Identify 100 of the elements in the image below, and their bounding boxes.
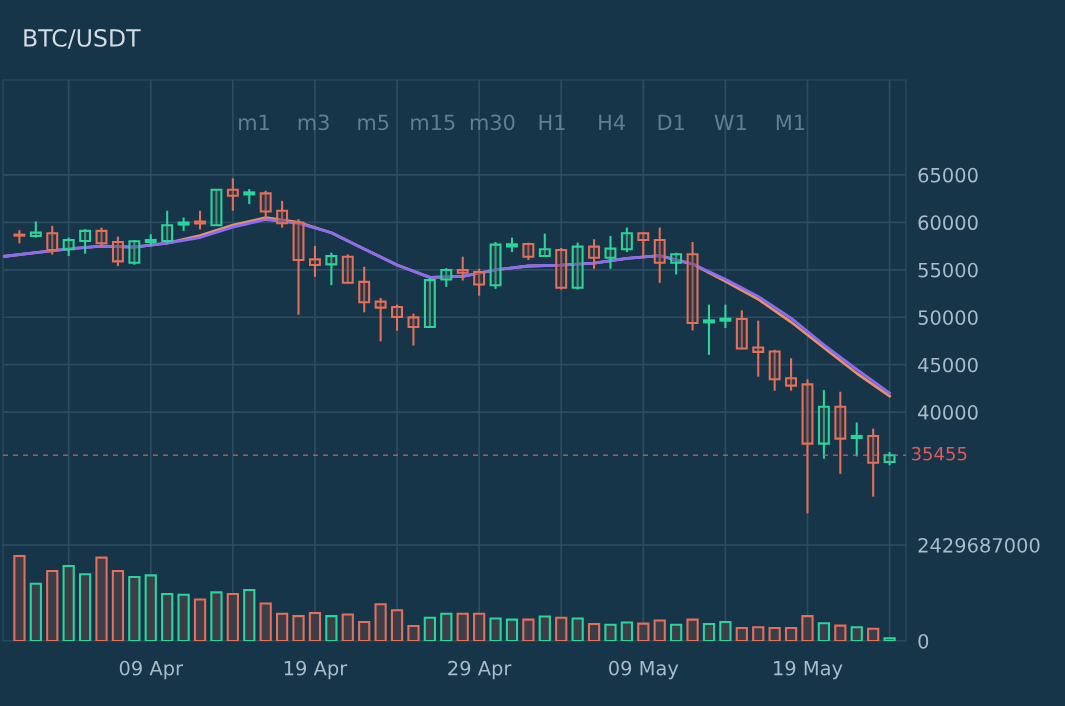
- candlestick: [423, 276, 436, 330]
- candlestick: [653, 226, 666, 284]
- bar: [670, 623, 683, 641]
- candlestick: [604, 234, 617, 270]
- bar: [505, 618, 519, 641]
- candlestick: [177, 216, 190, 232]
- bar: [456, 612, 469, 641]
- candlestick: [62, 236, 75, 258]
- candlestick: [391, 303, 403, 332]
- bar: [243, 588, 256, 641]
- candlestick: [79, 228, 92, 255]
- annotation: M1: [776, 114, 805, 130]
- candlestick: [506, 236, 518, 254]
- candlestick: [489, 240, 502, 290]
- bar: [128, 575, 141, 641]
- candlestick: [883, 450, 896, 467]
- bar: [111, 570, 125, 641]
- bar: [571, 617, 584, 641]
- candlestick: [13, 229, 26, 245]
- annotation: W1: [714, 114, 746, 130]
- candlestick: [243, 188, 256, 206]
- bar: [817, 622, 831, 641]
- bar: [78, 573, 92, 641]
- x-tick-label: 09 Apr: [119, 660, 184, 680]
- x-tick-label: 09 May: [609, 660, 679, 680]
- bar: [374, 603, 387, 641]
- y-tick-label: 45000: [918, 357, 978, 373]
- candlestick: [703, 303, 715, 356]
- candlestick: [867, 427, 880, 498]
- bar: [210, 591, 223, 641]
- y-tick-label: 40000: [918, 405, 978, 420]
- bar: [686, 618, 699, 641]
- bar: [768, 626, 781, 641]
- annotation: m15: [411, 114, 455, 131]
- bar: [259, 602, 272, 641]
- bar: [653, 619, 666, 641]
- bar: [407, 624, 420, 641]
- candlestick: [29, 220, 42, 239]
- candlestick: [752, 319, 765, 378]
- candlestick: [785, 357, 798, 392]
- bar: [341, 613, 354, 641]
- candlestick: [407, 312, 420, 347]
- candlestick: [620, 226, 633, 254]
- bar: [161, 592, 174, 641]
- x-tick-label: 29 Apr: [448, 660, 512, 680]
- y-tick-label: 65000: [918, 167, 978, 183]
- candlestick: [292, 218, 305, 316]
- annotation: m5: [358, 114, 389, 131]
- candlestick: [95, 226, 108, 248]
- candlestick: [210, 188, 223, 227]
- candlestick: [374, 296, 387, 343]
- bar: [144, 574, 157, 641]
- bar: [784, 626, 798, 641]
- candlestick: [637, 231, 650, 259]
- x-tick-label: 19 May: [774, 660, 843, 680]
- bar: [423, 616, 436, 641]
- ref-line-label: 35455: [911, 446, 967, 461]
- candlestick: [128, 238, 141, 266]
- bar: [308, 611, 322, 641]
- candlestick: [325, 251, 338, 287]
- bar: [325, 615, 338, 641]
- candlestick: [308, 244, 321, 278]
- candlestick: [226, 177, 239, 212]
- candlestick: [522, 241, 535, 262]
- candlestick: [719, 303, 732, 330]
- bar: [867, 627, 880, 641]
- bar: [587, 622, 601, 641]
- bar: [489, 617, 502, 641]
- bar: [735, 626, 748, 641]
- bar: [620, 621, 634, 641]
- y-tick-label: 0: [918, 633, 929, 649]
- bar: [752, 626, 765, 641]
- bar: [29, 582, 42, 641]
- candlestick: [276, 199, 289, 229]
- candlestick: [538, 232, 551, 258]
- bar: [358, 620, 371, 641]
- candlestick: [686, 240, 699, 332]
- bar: [95, 556, 108, 641]
- bar: [637, 622, 650, 641]
- bar: [62, 564, 75, 641]
- candlestick: [768, 348, 781, 392]
- candlestick: [341, 253, 354, 285]
- bar: [801, 615, 814, 641]
- candlestick: [588, 238, 601, 270]
- candlestick: [571, 241, 584, 291]
- bar: [604, 623, 617, 641]
- candlestick: [46, 224, 59, 256]
- bar: [883, 637, 896, 641]
- bar: [555, 616, 568, 641]
- candlestick: [259, 189, 272, 222]
- candlestick: [834, 390, 847, 475]
- candlestick: [817, 388, 830, 460]
- y-tick-label: 2429687000: [918, 537, 1040, 553]
- candlestick: [456, 255, 469, 282]
- annotation: m30: [470, 114, 515, 131]
- bar: [390, 609, 404, 641]
- candlestick: [555, 246, 568, 291]
- y-tick-label: 55000: [918, 262, 978, 278]
- annotation: D1: [658, 114, 684, 130]
- bar: [440, 612, 453, 641]
